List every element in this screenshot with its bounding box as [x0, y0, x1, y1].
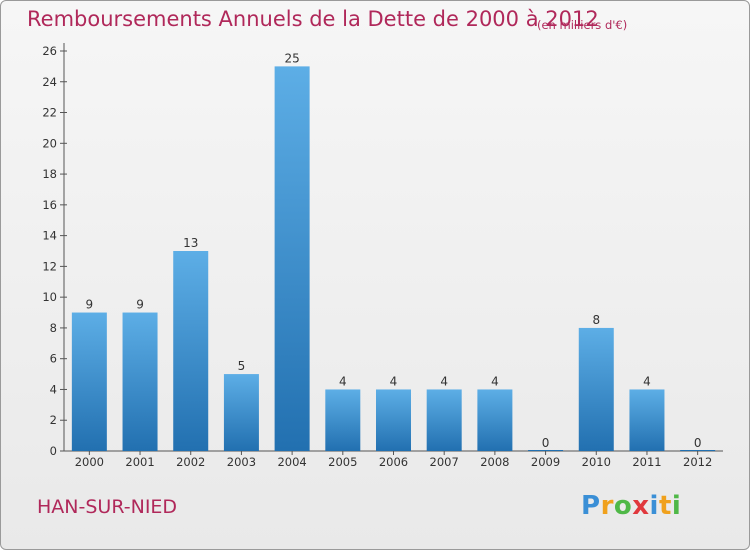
x-tick-label: 2002: [176, 455, 205, 469]
data-label: 13: [183, 236, 198, 250]
chart-title: Remboursements Annuels de la Dette de 20…: [27, 7, 599, 31]
y-tick-label: 8: [50, 321, 57, 335]
data-label: 4: [390, 374, 398, 388]
bar: [629, 389, 665, 451]
y-tick-label: 10: [42, 290, 57, 304]
bar: [71, 312, 107, 451]
data-label: 0: [542, 436, 550, 450]
x-tick-label: 2007: [430, 455, 459, 469]
proxiti-logo: Proxiti: [581, 491, 682, 521]
data-label: 9: [136, 298, 144, 312]
y-tick-label: 0: [50, 444, 57, 458]
x-tick-label: 2011: [632, 455, 661, 469]
bar: [325, 389, 361, 451]
x-tick-label: 2000: [75, 455, 104, 469]
y-tick-label: 18: [42, 167, 57, 181]
y-tick-label: 20: [42, 136, 57, 150]
x-tick-label: 2008: [480, 455, 509, 469]
data-label: 5: [238, 359, 246, 373]
y-tick-label: 24: [42, 75, 57, 89]
y-tick-label: 6: [50, 352, 57, 366]
x-tick-label: 2003: [227, 455, 256, 469]
data-label: 9: [86, 298, 94, 312]
x-tick-label: 2009: [531, 455, 560, 469]
data-label: 25: [284, 51, 299, 65]
data-label: 4: [491, 374, 499, 388]
bar: [223, 374, 259, 451]
y-tick-label: 12: [42, 259, 57, 273]
y-tick-label: 14: [42, 229, 57, 243]
y-tick-label: 4: [50, 382, 57, 396]
bar: [477, 389, 513, 451]
bar: [122, 312, 158, 451]
y-tick-label: 2: [50, 413, 57, 427]
x-tick-label: 2004: [277, 455, 306, 469]
unit-label: (en milliers d'€): [537, 18, 628, 32]
bar: [578, 327, 614, 451]
y-tick-label: 26: [42, 44, 57, 58]
data-label: 4: [339, 374, 347, 388]
y-tick-label: 22: [42, 106, 57, 120]
x-tick-label: 2010: [582, 455, 611, 469]
x-tick-label: 2001: [125, 455, 154, 469]
town-name: HAN-SUR-NIED: [37, 496, 178, 518]
bar: [173, 251, 209, 451]
x-tick-label: 2006: [379, 455, 408, 469]
bar: [274, 66, 310, 451]
y-tick-label: 16: [42, 198, 57, 212]
x-tick-label: 2005: [328, 455, 357, 469]
data-label: 8: [592, 313, 600, 327]
data-label: 0: [694, 436, 702, 450]
bar: [426, 389, 462, 451]
x-tick-label: 2012: [683, 455, 712, 469]
bar: [376, 389, 411, 451]
data-label: 4: [440, 374, 448, 388]
data-label: 4: [643, 374, 651, 388]
